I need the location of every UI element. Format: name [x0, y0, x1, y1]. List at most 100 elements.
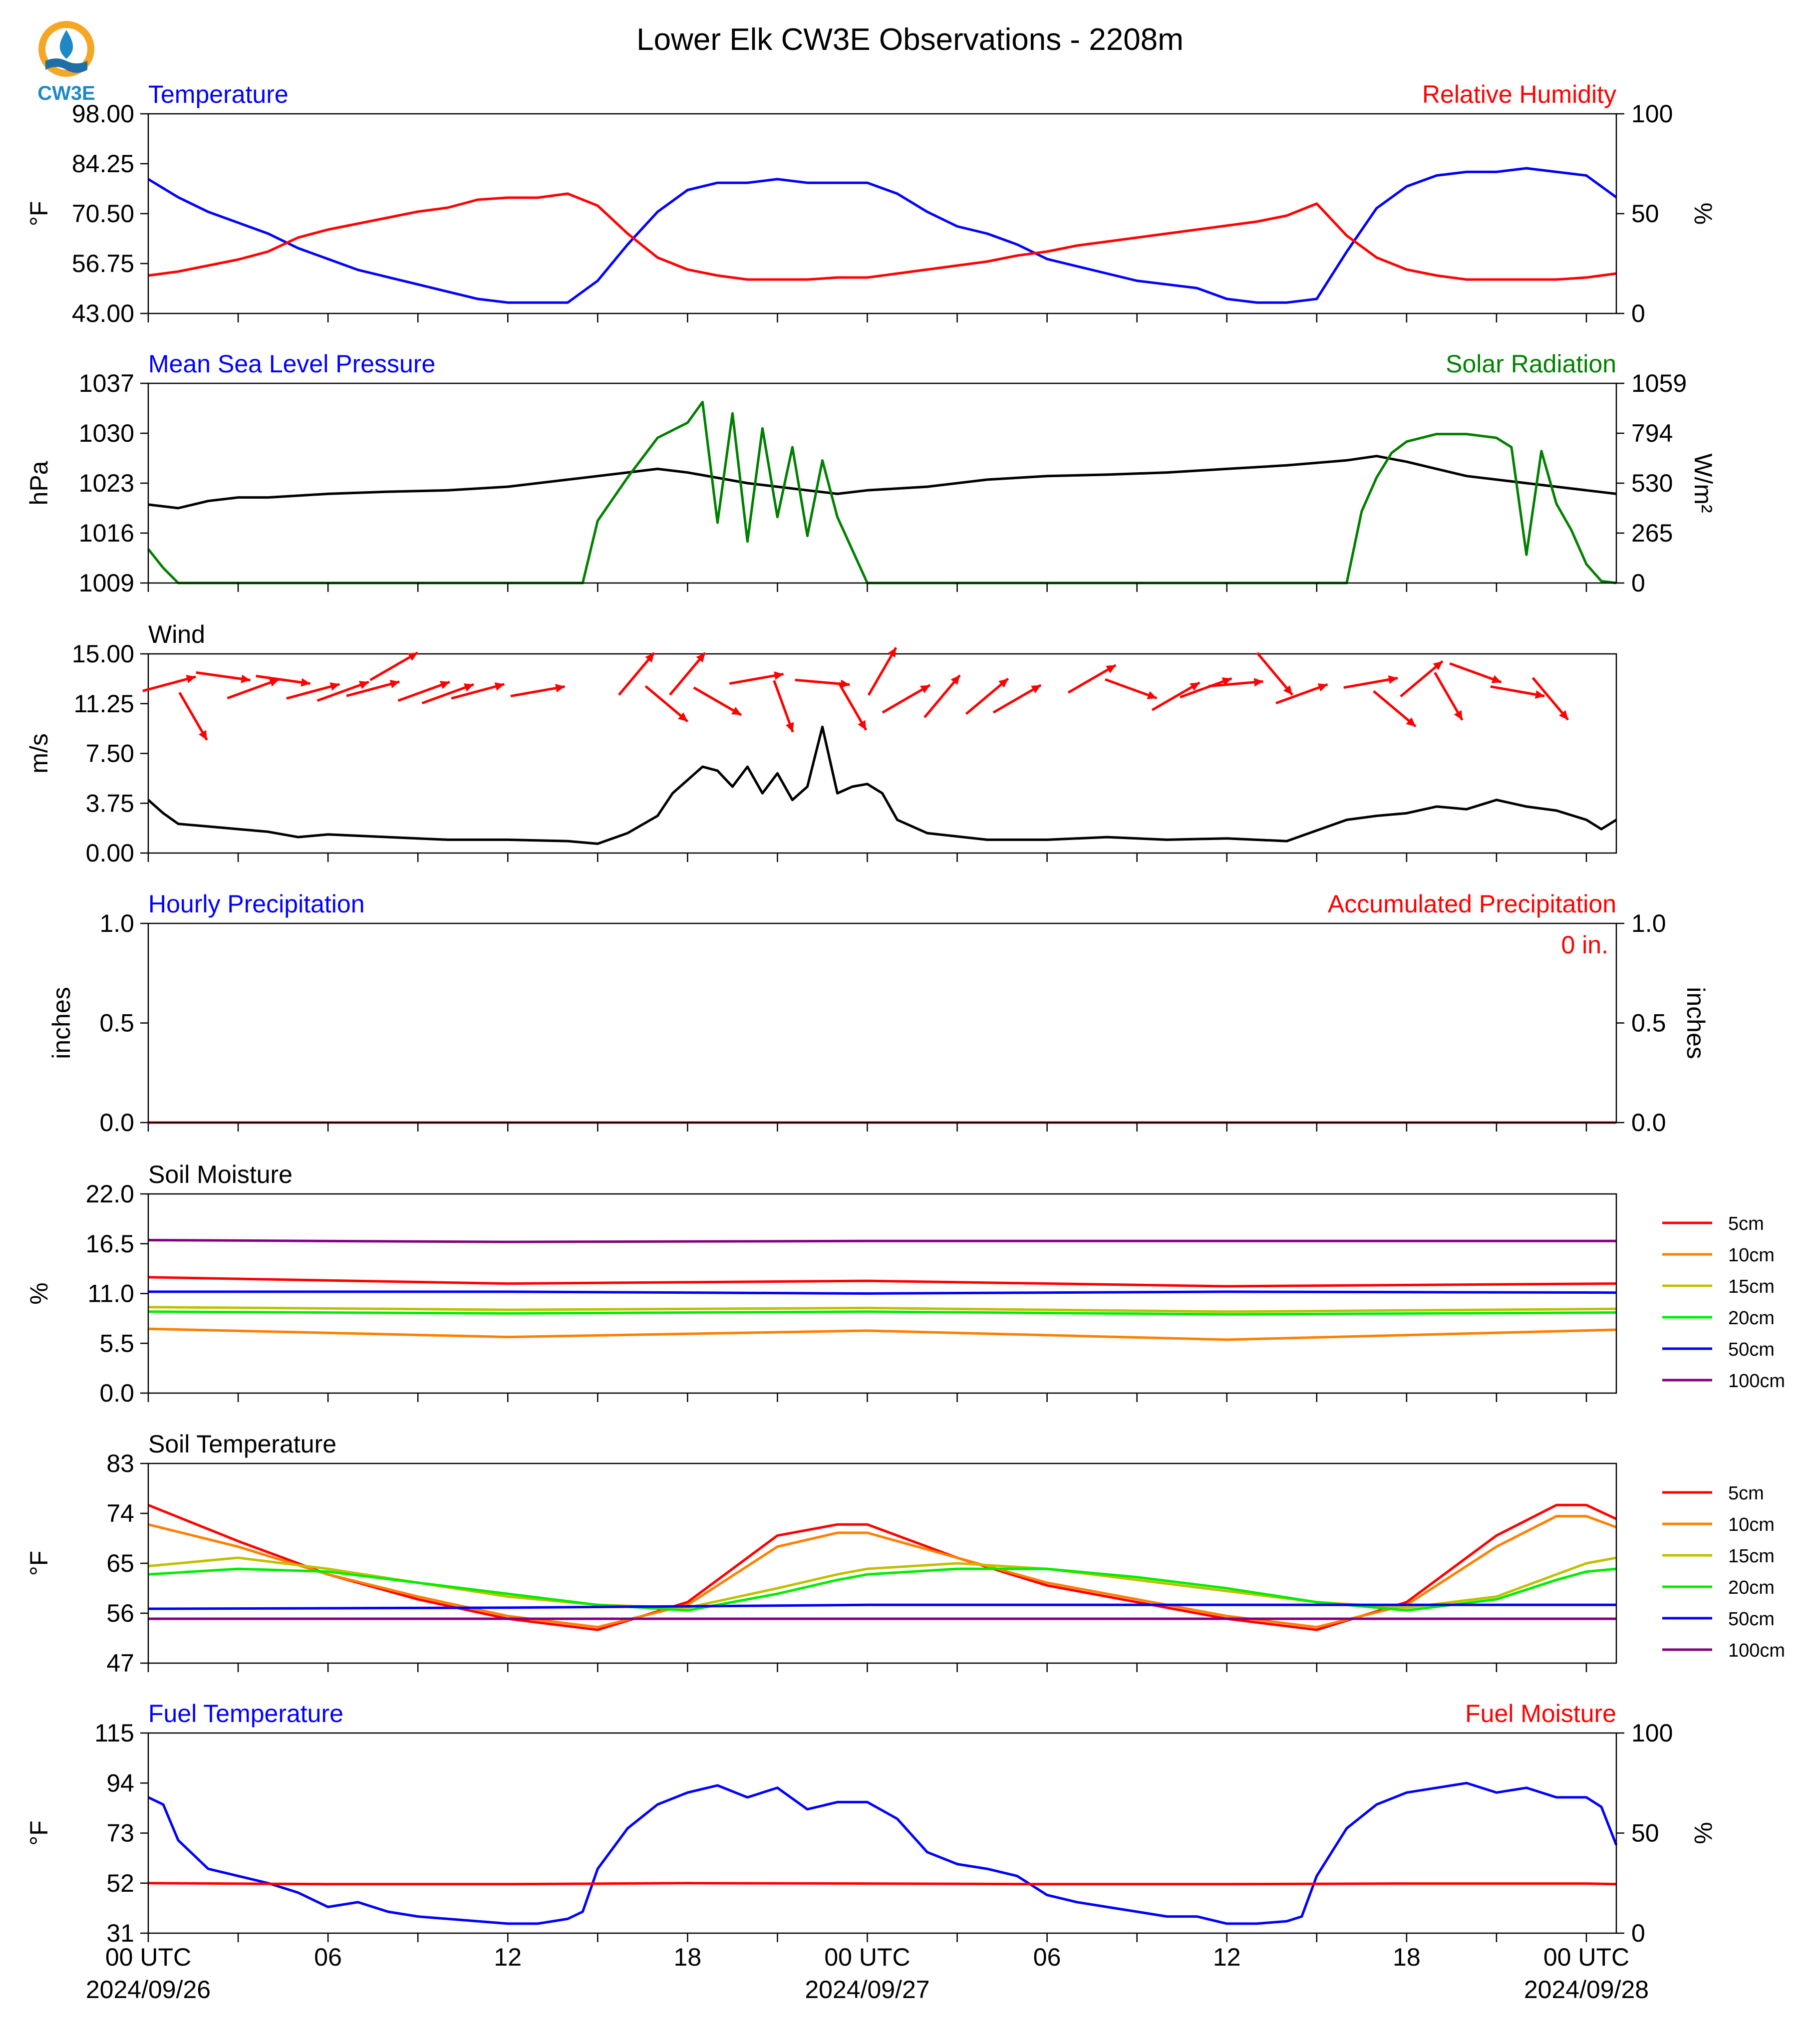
wind-arrow-head-icon: [1221, 677, 1232, 686]
series-10cm: [148, 1327, 1617, 1341]
wind-arrow-head-icon: [1283, 685, 1293, 695]
wind-arrow-icon: [397, 680, 450, 702]
legend-entry: 20cm: [1728, 1577, 1775, 1598]
wind-arrow-icon: [227, 678, 280, 700]
panel-title-left: Wind: [148, 620, 205, 648]
y2-tick-label: 0.0: [1631, 1109, 1666, 1137]
wind-arrow-head-icon: [1454, 710, 1463, 720]
wind-arrow-icon: [1151, 681, 1201, 711]
wind-arrow-icon: [867, 647, 898, 696]
y-tick-label: 47: [106, 1649, 134, 1677]
y2-tick-label: 100: [1631, 1719, 1673, 1747]
plot-frame: [147, 1732, 1617, 1934]
wind-arrow-head-icon: [358, 681, 369, 689]
y-tick-label: 7.50: [86, 740, 134, 768]
y-axis-label: °F: [25, 1820, 53, 1846]
x-tick-label: 12: [494, 1943, 522, 1971]
y-tick-label: 1016: [79, 519, 134, 547]
cw3e-logo: CW3E: [29, 15, 104, 105]
wind-arrow-icon: [618, 652, 655, 696]
panel-soil_moist: Soil Moisture 22.0 16.5 11.0 5.5 0.0% 5cm 10cm 1…: [25, 1160, 1785, 1407]
y-axis-label: °F: [25, 1551, 53, 1576]
legend-entry: 10cm: [1728, 1245, 1775, 1266]
y-tick-label: 16.5: [86, 1230, 134, 1258]
wind-arrow-icon: [369, 651, 419, 681]
wind-arrow-head-icon: [555, 684, 565, 693]
series-20cm: [148, 1310, 1617, 1316]
y-tick-label: 3.75: [86, 789, 134, 817]
y-tick-label: 1009: [79, 569, 134, 597]
panel-precip: Hourly Precipitation Accumulated Precipit…: [47, 890, 1710, 1137]
wind-arrow-head-icon: [774, 671, 784, 680]
panel-title-right: Relative Humidity: [1422, 80, 1616, 108]
panel-title-left: Fuel Temperature: [148, 1700, 343, 1728]
logo-text: CW3E: [37, 82, 95, 104]
wind-arrow-icon: [196, 671, 251, 682]
wind-arrow-icon: [346, 680, 400, 697]
wind-arrow-head-icon: [1253, 678, 1263, 687]
y2-tick-label: 530: [1631, 469, 1673, 497]
y-tick-label: 74: [106, 1499, 134, 1527]
wind-arrow-icon: [1434, 672, 1464, 721]
series-fuel-temperature: [147, 1781, 1618, 1925]
panel-title-left: Soil Temperature: [148, 1430, 336, 1458]
wind-arrow-head-icon: [1317, 683, 1328, 692]
wind-arrow-icon: [1400, 660, 1444, 698]
wind-arrow-head-icon: [888, 647, 896, 658]
y-tick-label: 94: [106, 1769, 134, 1797]
wind-arrow-icon: [1180, 677, 1232, 699]
wind-arrow-icon: [1105, 678, 1158, 700]
wind-arrow-head-icon: [186, 675, 196, 683]
y-tick-label: 1023: [79, 469, 134, 497]
y-tick-label: 73: [106, 1819, 134, 1847]
accumulated-total-label: 0 in.: [1561, 931, 1608, 959]
legend-entry: 50cm: [1728, 1339, 1775, 1360]
y-axis-label: °F: [25, 201, 53, 227]
panel-fuel: Fuel Temperature Fuel Moisture 115 94 73 52 31…: [25, 1700, 1717, 1947]
y-tick-label: 22.0: [86, 1180, 134, 1208]
wind-arrow-icon: [965, 677, 1009, 715]
wind-arrow-head-icon: [785, 722, 794, 732]
cw3e-logo-icon: CW3E: [37, 21, 95, 104]
y-tick-label: 56: [106, 1599, 134, 1627]
y2-tick-label: 0: [1631, 569, 1645, 597]
wind-arrow-head-icon: [241, 674, 251, 683]
y-tick-label: 84.25: [72, 150, 134, 178]
wind-arrow-icon: [142, 675, 196, 692]
legend-entry: 5cm: [1728, 1483, 1764, 1504]
wind-arrow-icon: [421, 683, 474, 705]
y-tick-label: 1037: [79, 369, 134, 397]
y-tick-label: 11.25: [74, 690, 134, 718]
series-10cm: [148, 1515, 1617, 1629]
wind-arrow-head-icon: [1559, 710, 1568, 720]
wind-arrow-icon: [1208, 680, 1263, 688]
x-tick-date-label: 2024/09/27: [805, 1976, 929, 2004]
y-axis-label: %: [25, 1282, 53, 1304]
wind-arrow-head-icon: [389, 680, 400, 688]
wind-arrow-icon: [693, 686, 742, 716]
y-tick-label: 65: [106, 1549, 134, 1577]
series-fuel-moisture: [148, 1882, 1617, 1886]
wind-arrow-head-icon: [463, 683, 474, 692]
wind-arrow-head-icon: [301, 678, 310, 687]
y-tick-label: 5.5: [99, 1329, 134, 1357]
wind-arrow-icon: [1067, 664, 1117, 694]
wind-arrow-head-icon: [329, 682, 340, 691]
y2-tick-label: 50: [1631, 1819, 1659, 1847]
wind-arrow-icon: [644, 685, 689, 723]
y2-tick-label: 0.5: [1631, 1009, 1666, 1037]
x-tick-date-label: 2024/09/26: [86, 1976, 211, 2004]
wind-arrow-head-icon: [1190, 682, 1200, 691]
wind-arrow-icon: [286, 683, 340, 700]
y2-tick-label: 100: [1631, 100, 1673, 128]
wind-arrow-head-icon: [1388, 675, 1398, 684]
panel-wind: Wind 15.00 11.25 7.50 3.75 0.00 m/s: [25, 620, 1617, 867]
panel-title-right: Solar Radiation: [1446, 350, 1616, 378]
y-tick-label: 0.5: [99, 1009, 134, 1037]
series-5cm: [148, 1503, 1617, 1631]
x-tick-label: 18: [1393, 1943, 1421, 1971]
y-tick-label: 70.50: [72, 200, 134, 228]
y-tick-label: 0.0: [99, 1109, 134, 1137]
y-tick-label: 56.75: [72, 250, 134, 278]
